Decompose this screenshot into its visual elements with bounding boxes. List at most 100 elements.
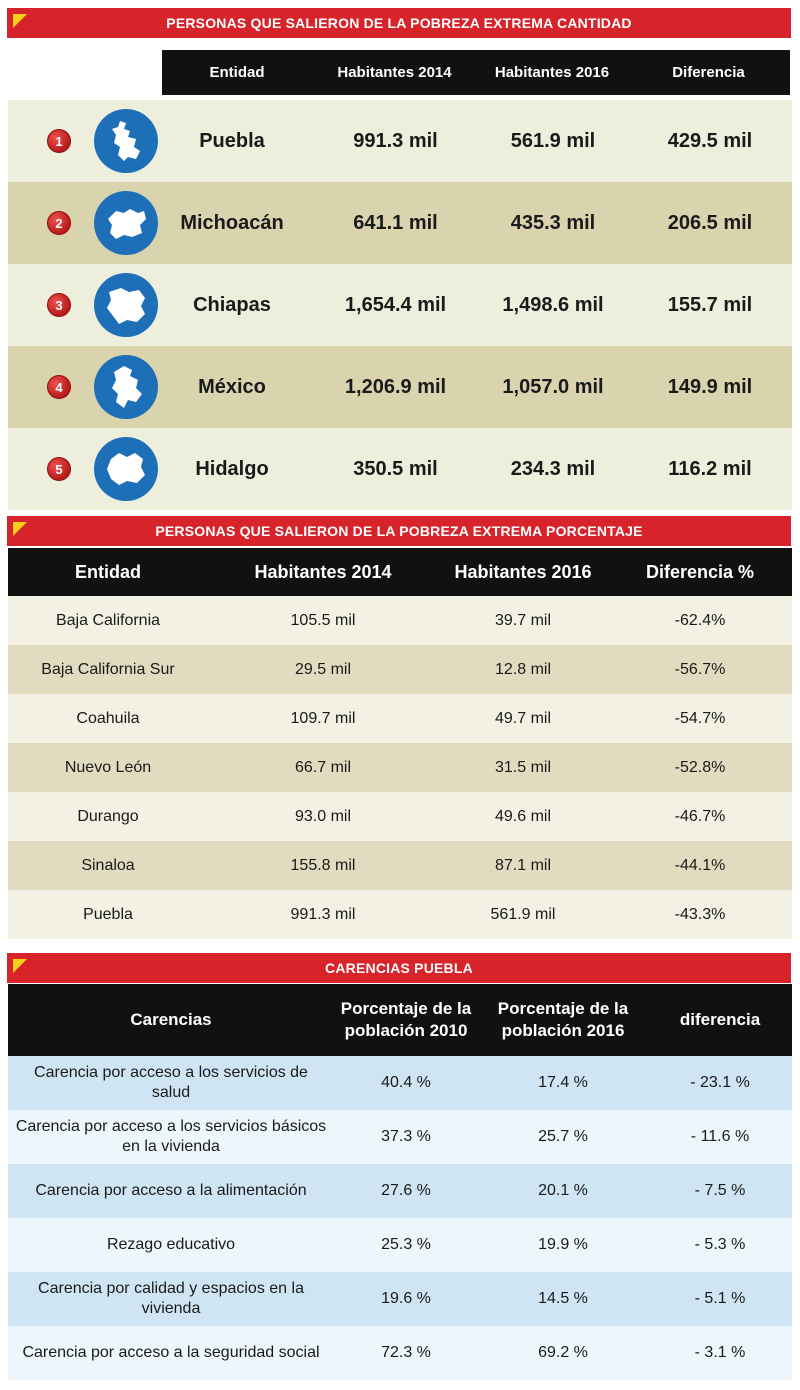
table-row: 4 México 1,206.9 mil 1,057.0 mil 149.9 m… xyxy=(8,346,792,428)
habitantes-2016: 1,498.6 mil xyxy=(502,293,604,316)
header-carencias: Carencias xyxy=(130,1009,212,1029)
section3-title: CARENCIAS PUEBLA xyxy=(325,960,473,976)
corner-flag-icon xyxy=(13,522,27,536)
hidalgo-map-icon xyxy=(94,437,158,501)
header-habitantes-2016: Habitantes 2016 xyxy=(454,561,592,582)
table-row: Durango 93.0 mil 49.6 mil -46.7% xyxy=(8,792,792,841)
entity-name: Baja California xyxy=(55,611,161,629)
section1-banner: PERSONAS QUE SALIERON DE LA POBREZA EXTR… xyxy=(7,8,791,38)
table-row: Carencia por acceso a los servicios de s… xyxy=(8,1056,792,1110)
header-habitantes-2014: Habitantes 2014 xyxy=(254,561,392,582)
porcentaje-2010: 40.4 % xyxy=(381,1074,431,1091)
diferencia-pct: -56.7% xyxy=(674,660,726,678)
habitantes-2014: 1,654.4 mil xyxy=(344,293,447,316)
table-row: Carencia por calidad y espacios en la vi… xyxy=(8,1272,792,1326)
porcentaje-2010: 37.3 % xyxy=(381,1128,431,1145)
table-row: Rezago educativo 25.3 % 19.9 % - 5.3 % xyxy=(8,1218,792,1272)
entity-name: Coahuila xyxy=(76,709,140,727)
carencia-label: Carencia por acceso a los servicios de s… xyxy=(34,1064,308,1101)
section3-header-row: Carencias Porcentaje de la población 201… xyxy=(8,984,792,1056)
table-row: 2 Michoacán 641.1 mil 435.3 mil 206.5 mi… xyxy=(8,182,792,264)
habitantes-2016: 234.3 mil xyxy=(510,457,596,480)
table-row: Carencia por acceso a la seguridad socia… xyxy=(8,1326,792,1380)
diferencia: - 11.6 % xyxy=(690,1128,750,1145)
header-porcentaje-2010: Porcentaje de la población 2010 xyxy=(340,998,472,1040)
table-row: Sinaloa 155.8 mil 87.1 mil -44.1% xyxy=(8,841,792,890)
section1-title: PERSONAS QUE SALIERON DE LA POBREZA EXTR… xyxy=(166,15,632,31)
entity-name: Michoacán xyxy=(180,211,284,234)
section1-table: 1 Puebla 991.3 mil 561.9 mil 429.5 mil 2… xyxy=(8,100,792,510)
habitantes-2016: 561.9 mil xyxy=(510,129,596,152)
header-habitantes-2014: Habitantes 2014 xyxy=(337,64,452,81)
corner-flag-icon xyxy=(13,14,27,28)
diferencia: - 5.1 % xyxy=(694,1290,746,1307)
entity-name: Chiapas xyxy=(193,293,271,316)
diferencia-pct: -62.4% xyxy=(674,611,726,629)
table-row: 1 Puebla 991.3 mil 561.9 mil 429.5 mil xyxy=(8,100,792,182)
carencia-label: Carencia por acceso a la seguridad socia… xyxy=(22,1344,320,1361)
porcentaje-2016: 25.7 % xyxy=(538,1128,588,1145)
habitantes-2014: 109.7 mil xyxy=(290,709,356,727)
puebla-map-icon xyxy=(94,109,158,173)
michoacan-map-icon xyxy=(94,191,158,255)
table-row: 5 Hidalgo 350.5 mil 234.3 mil 116.2 mil xyxy=(8,428,792,510)
table-row: Puebla 991.3 mil 561.9 mil -43.3% xyxy=(8,890,792,939)
header-entidad: Entidad xyxy=(209,64,265,81)
carencia-label: Carencia por calidad y espacios en la vi… xyxy=(38,1280,304,1317)
habitantes-2014: 105.5 mil xyxy=(290,611,356,629)
porcentaje-2016: 19.9 % xyxy=(538,1236,588,1253)
habitantes-2016: 31.5 mil xyxy=(494,758,552,776)
table-row: Carencia por acceso a los servicios bási… xyxy=(8,1110,792,1164)
habitantes-2016: 12.8 mil xyxy=(494,660,552,678)
header-entidad: Entidad xyxy=(75,561,141,582)
diferencia: 206.5 mil xyxy=(667,211,753,234)
diferencia: 149.9 mil xyxy=(667,375,753,398)
section2-title: PERSONAS QUE SALIERON DE LA POBREZA EXTR… xyxy=(155,523,643,539)
table-row: Baja California Sur 29.5 mil 12.8 mil -5… xyxy=(8,645,792,694)
habitantes-2014: 93.0 mil xyxy=(294,807,352,825)
diferencia: 429.5 mil xyxy=(667,129,753,152)
habitantes-2016: 1,057.0 mil xyxy=(502,375,604,398)
entity-name: México xyxy=(198,375,266,398)
diferencia-pct: -43.3% xyxy=(674,905,726,923)
diferencia-pct: -52.8% xyxy=(674,758,726,776)
section2-header-row: Entidad Habitantes 2014 Habitantes 2016 … xyxy=(8,548,792,596)
entity-name: Nuevo León xyxy=(64,758,152,776)
header-habitantes-2016: Habitantes 2016 xyxy=(494,64,610,81)
habitantes-2016: 87.1 mil xyxy=(494,856,552,874)
section3-banner: CARENCIAS PUEBLA xyxy=(7,953,791,983)
porcentaje-2010: 25.3 % xyxy=(381,1236,431,1253)
porcentaje-2016: 20.1 % xyxy=(538,1182,588,1199)
corner-flag-icon xyxy=(13,959,27,973)
diferencia-pct: -44.1% xyxy=(674,856,726,874)
porcentaje-2010: 19.6 % xyxy=(381,1290,431,1307)
diferencia-pct: -46.7% xyxy=(674,807,726,825)
rank-badge: 4 xyxy=(47,375,71,399)
porcentaje-2010: 72.3 % xyxy=(381,1344,431,1361)
entity-name: Puebla xyxy=(83,905,133,923)
section2-banner: PERSONAS QUE SALIERON DE LA POBREZA EXTR… xyxy=(7,516,791,546)
entity-name: Durango xyxy=(77,807,139,825)
table-row: Nuevo León 66.7 mil 31.5 mil -52.8% xyxy=(8,743,792,792)
habitantes-2016: 49.6 mil xyxy=(494,807,552,825)
rank-badge: 3 xyxy=(47,293,71,317)
carencia-label: Rezago educativo xyxy=(106,1236,236,1253)
mexico-map-icon xyxy=(94,355,158,419)
diferencia: - 5.3 % xyxy=(694,1236,746,1253)
diferencia: - 3.1 % xyxy=(694,1344,746,1361)
habitantes-2016: 39.7 mil xyxy=(494,611,552,629)
porcentaje-2016: 69.2 % xyxy=(538,1344,588,1361)
porcentaje-2010: 27.6 % xyxy=(381,1182,431,1199)
header-diferencia: Diferencia xyxy=(672,64,745,81)
header-diferencia: diferencia xyxy=(679,1009,761,1029)
habitantes-2014: 991.3 mil xyxy=(353,129,438,152)
section2-table: Baja California 105.5 mil 39.7 mil -62.4… xyxy=(8,596,792,939)
header-porcentaje-2016: Porcentaje de la población 2016 xyxy=(497,998,629,1040)
diferencia: 155.7 mil xyxy=(667,293,753,316)
chiapas-map-icon xyxy=(94,273,158,337)
habitantes-2014: 350.5 mil xyxy=(353,457,438,480)
habitantes-2014: 991.3 mil xyxy=(290,905,356,923)
carencia-label: Carencia por acceso a los servicios bási… xyxy=(15,1118,327,1155)
habitantes-2014: 1,206.9 mil xyxy=(344,375,447,398)
header-diferencia-pct: Diferencia % xyxy=(645,561,755,582)
